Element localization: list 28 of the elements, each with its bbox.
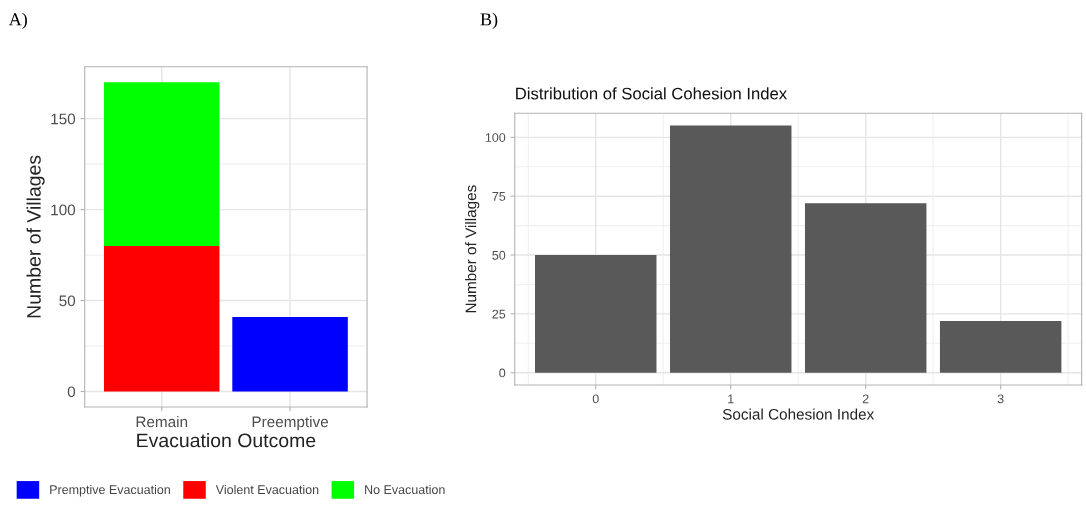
x-tick-label: 1 xyxy=(728,394,734,404)
text: B) xyxy=(480,12,498,30)
x-tick-label: 2 xyxy=(862,394,869,404)
text: A) xyxy=(8,12,27,30)
bar xyxy=(669,125,792,373)
y-tick-label: 100 xyxy=(51,204,76,216)
x-axis-title: Social Cohesion Index xyxy=(722,408,875,420)
x-tick-label: Preemptive xyxy=(252,416,329,431)
y-tick-label: 50 xyxy=(59,295,76,307)
bar xyxy=(535,255,657,373)
legend-label: Premptive Evacuation xyxy=(50,484,170,497)
bar xyxy=(939,320,1062,373)
legend-label: No Evacuation xyxy=(365,484,445,495)
y-tick-label: 25 xyxy=(492,309,506,319)
y-axis-title: Number of Villages xyxy=(26,155,45,318)
y-tick-label: 75 xyxy=(492,192,506,201)
y-tick-label: 50 xyxy=(492,250,506,260)
x-axis-title: Evacuation Outcome xyxy=(137,433,316,448)
legend-label: Violent Evacuation xyxy=(215,484,319,495)
chart-title: Distribution of Social Cohesion Index xyxy=(516,87,787,100)
y-tick-label: 0 xyxy=(499,368,506,378)
x-tick-label: 3 xyxy=(997,394,1004,404)
y-tick-label: 100 xyxy=(485,133,506,142)
bar xyxy=(804,203,927,373)
y-tick-label: 150 xyxy=(51,113,76,125)
x-tick-label: 0 xyxy=(592,394,599,404)
x-tick-label: Remain xyxy=(136,416,188,428)
y-axis-title: Number of Villages xyxy=(465,185,480,313)
